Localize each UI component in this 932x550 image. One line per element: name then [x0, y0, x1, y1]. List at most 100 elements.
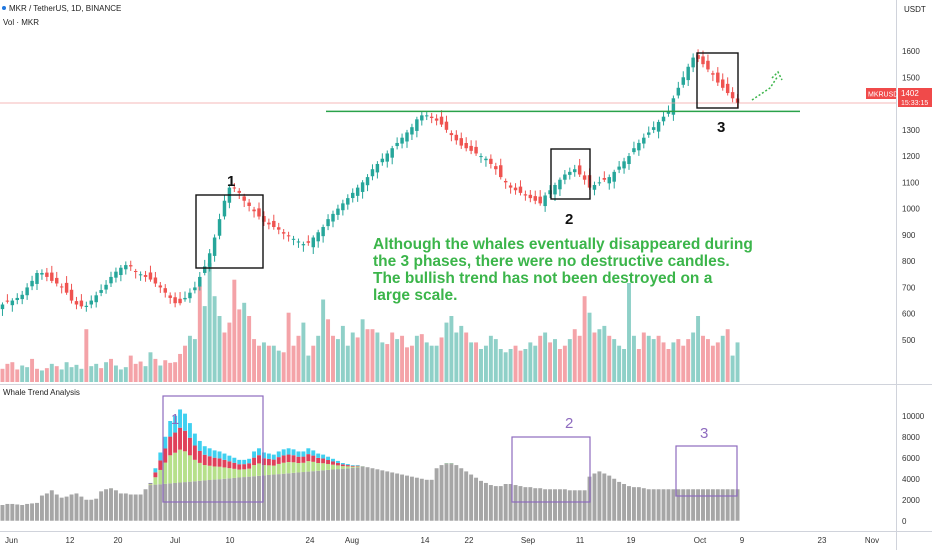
indicator-tick-label: 6000 [902, 454, 920, 463]
time-tick-label: 14 [421, 536, 430, 545]
candle-body [163, 288, 167, 293]
whale-bar-cyan [252, 451, 257, 458]
volume-bar [163, 360, 168, 382]
candle-body [360, 182, 365, 192]
volume-bar [138, 361, 143, 382]
whale-bar-red [217, 458, 222, 467]
candle-body [291, 238, 296, 240]
volume-bar [523, 349, 528, 382]
candle-body [523, 194, 528, 196]
candle-body [173, 297, 177, 304]
volume-bar [508, 349, 513, 382]
whale-bar-red [291, 455, 296, 463]
whale-phase-label-2: 2 [565, 415, 573, 432]
candle-body [518, 186, 523, 193]
phase-box-3 [696, 52, 739, 109]
volume-bar [498, 349, 503, 382]
whale-bar-grey [94, 498, 99, 521]
whale-bar-green [306, 461, 311, 472]
annotation-line-1: Although the whales eventually disappear… [373, 236, 753, 253]
candle-body [573, 169, 577, 173]
candle-body [375, 163, 380, 173]
candle-body [429, 116, 434, 118]
time-tick-label: Sep [521, 536, 536, 545]
whale-bar-green [350, 466, 355, 468]
volume-bar [434, 345, 439, 382]
whale-bar-grey [143, 489, 148, 521]
volume-bar [360, 319, 365, 382]
whale-bar-grey [419, 478, 424, 521]
volume-bar [474, 342, 479, 382]
candle-body [449, 133, 454, 136]
whale-bar-grey [557, 489, 562, 521]
time-tick-label: 23 [818, 536, 827, 545]
candle-body [109, 276, 113, 284]
candle-body [563, 174, 567, 180]
volume-bar [128, 355, 133, 382]
volume-bar [464, 332, 469, 382]
whale-bar-grey [257, 475, 261, 521]
whale-bar-grey [661, 489, 666, 521]
whale-bar-grey [261, 475, 266, 521]
volume-bar [483, 345, 488, 382]
whale-bar-grey [548, 489, 553, 521]
volume-bar [5, 363, 10, 382]
volume-bar [148, 352, 153, 382]
price-tick-label: 600 [902, 310, 916, 319]
indicator-tick-label: 4000 [902, 475, 920, 484]
annotation-line-2: the 3 phases, there were no destructive … [373, 253, 730, 270]
candle-body [74, 301, 79, 305]
volume-bar [597, 329, 602, 382]
candle-body [178, 298, 182, 304]
whale-bar-cyan [340, 463, 345, 465]
candle-body [311, 237, 315, 248]
whale-bar-red [252, 457, 257, 466]
candle-body [459, 138, 463, 146]
whale-bar-red [311, 455, 316, 462]
candle-body [281, 232, 286, 234]
candle-body [385, 153, 389, 162]
volume-bar [316, 335, 321, 382]
whale-bar-red [331, 461, 335, 465]
candle-body [153, 277, 158, 284]
volume-bar [479, 349, 483, 382]
candle-body [637, 142, 641, 151]
volume-bar [602, 325, 607, 382]
candle-body [439, 116, 444, 125]
candle-body [296, 241, 301, 243]
whale-bar-grey [646, 489, 651, 521]
candle-body [656, 121, 661, 132]
whale-bar-grey [400, 474, 405, 521]
volume-bar [168, 362, 173, 382]
volume-bar [69, 367, 74, 382]
volume-bar [345, 345, 350, 382]
whale-bar-green [197, 462, 202, 481]
whale-bar-grey [710, 489, 715, 521]
candle-body [568, 171, 572, 175]
candle-body [602, 178, 607, 180]
whale-bar-cyan [153, 468, 158, 473]
candle-body [84, 305, 89, 307]
whale-bar-grey [666, 489, 671, 521]
whale-bar-red [148, 483, 153, 485]
whale-bar-grey [375, 469, 380, 521]
whale-bar-grey [0, 505, 5, 521]
whale-bar-grey [271, 474, 276, 521]
whale-bar-grey [572, 490, 577, 521]
volume-bar [488, 335, 493, 382]
whale-bar-red [168, 436, 173, 456]
volume-bar [439, 337, 444, 382]
whale-bar-grey [513, 485, 518, 521]
volume-bar [311, 345, 316, 382]
whale-bar-cyan [301, 451, 306, 457]
whale-bar-green [291, 462, 296, 473]
time-tick-label: 11 [576, 536, 585, 545]
candle-body [207, 253, 212, 267]
candle-body [183, 297, 187, 300]
whale-bar-green [153, 477, 158, 485]
volume-bar [681, 345, 686, 382]
volume-bar [222, 332, 227, 382]
candle-body [716, 72, 720, 83]
candle-body [582, 175, 587, 180]
volume-bar [735, 342, 740, 382]
